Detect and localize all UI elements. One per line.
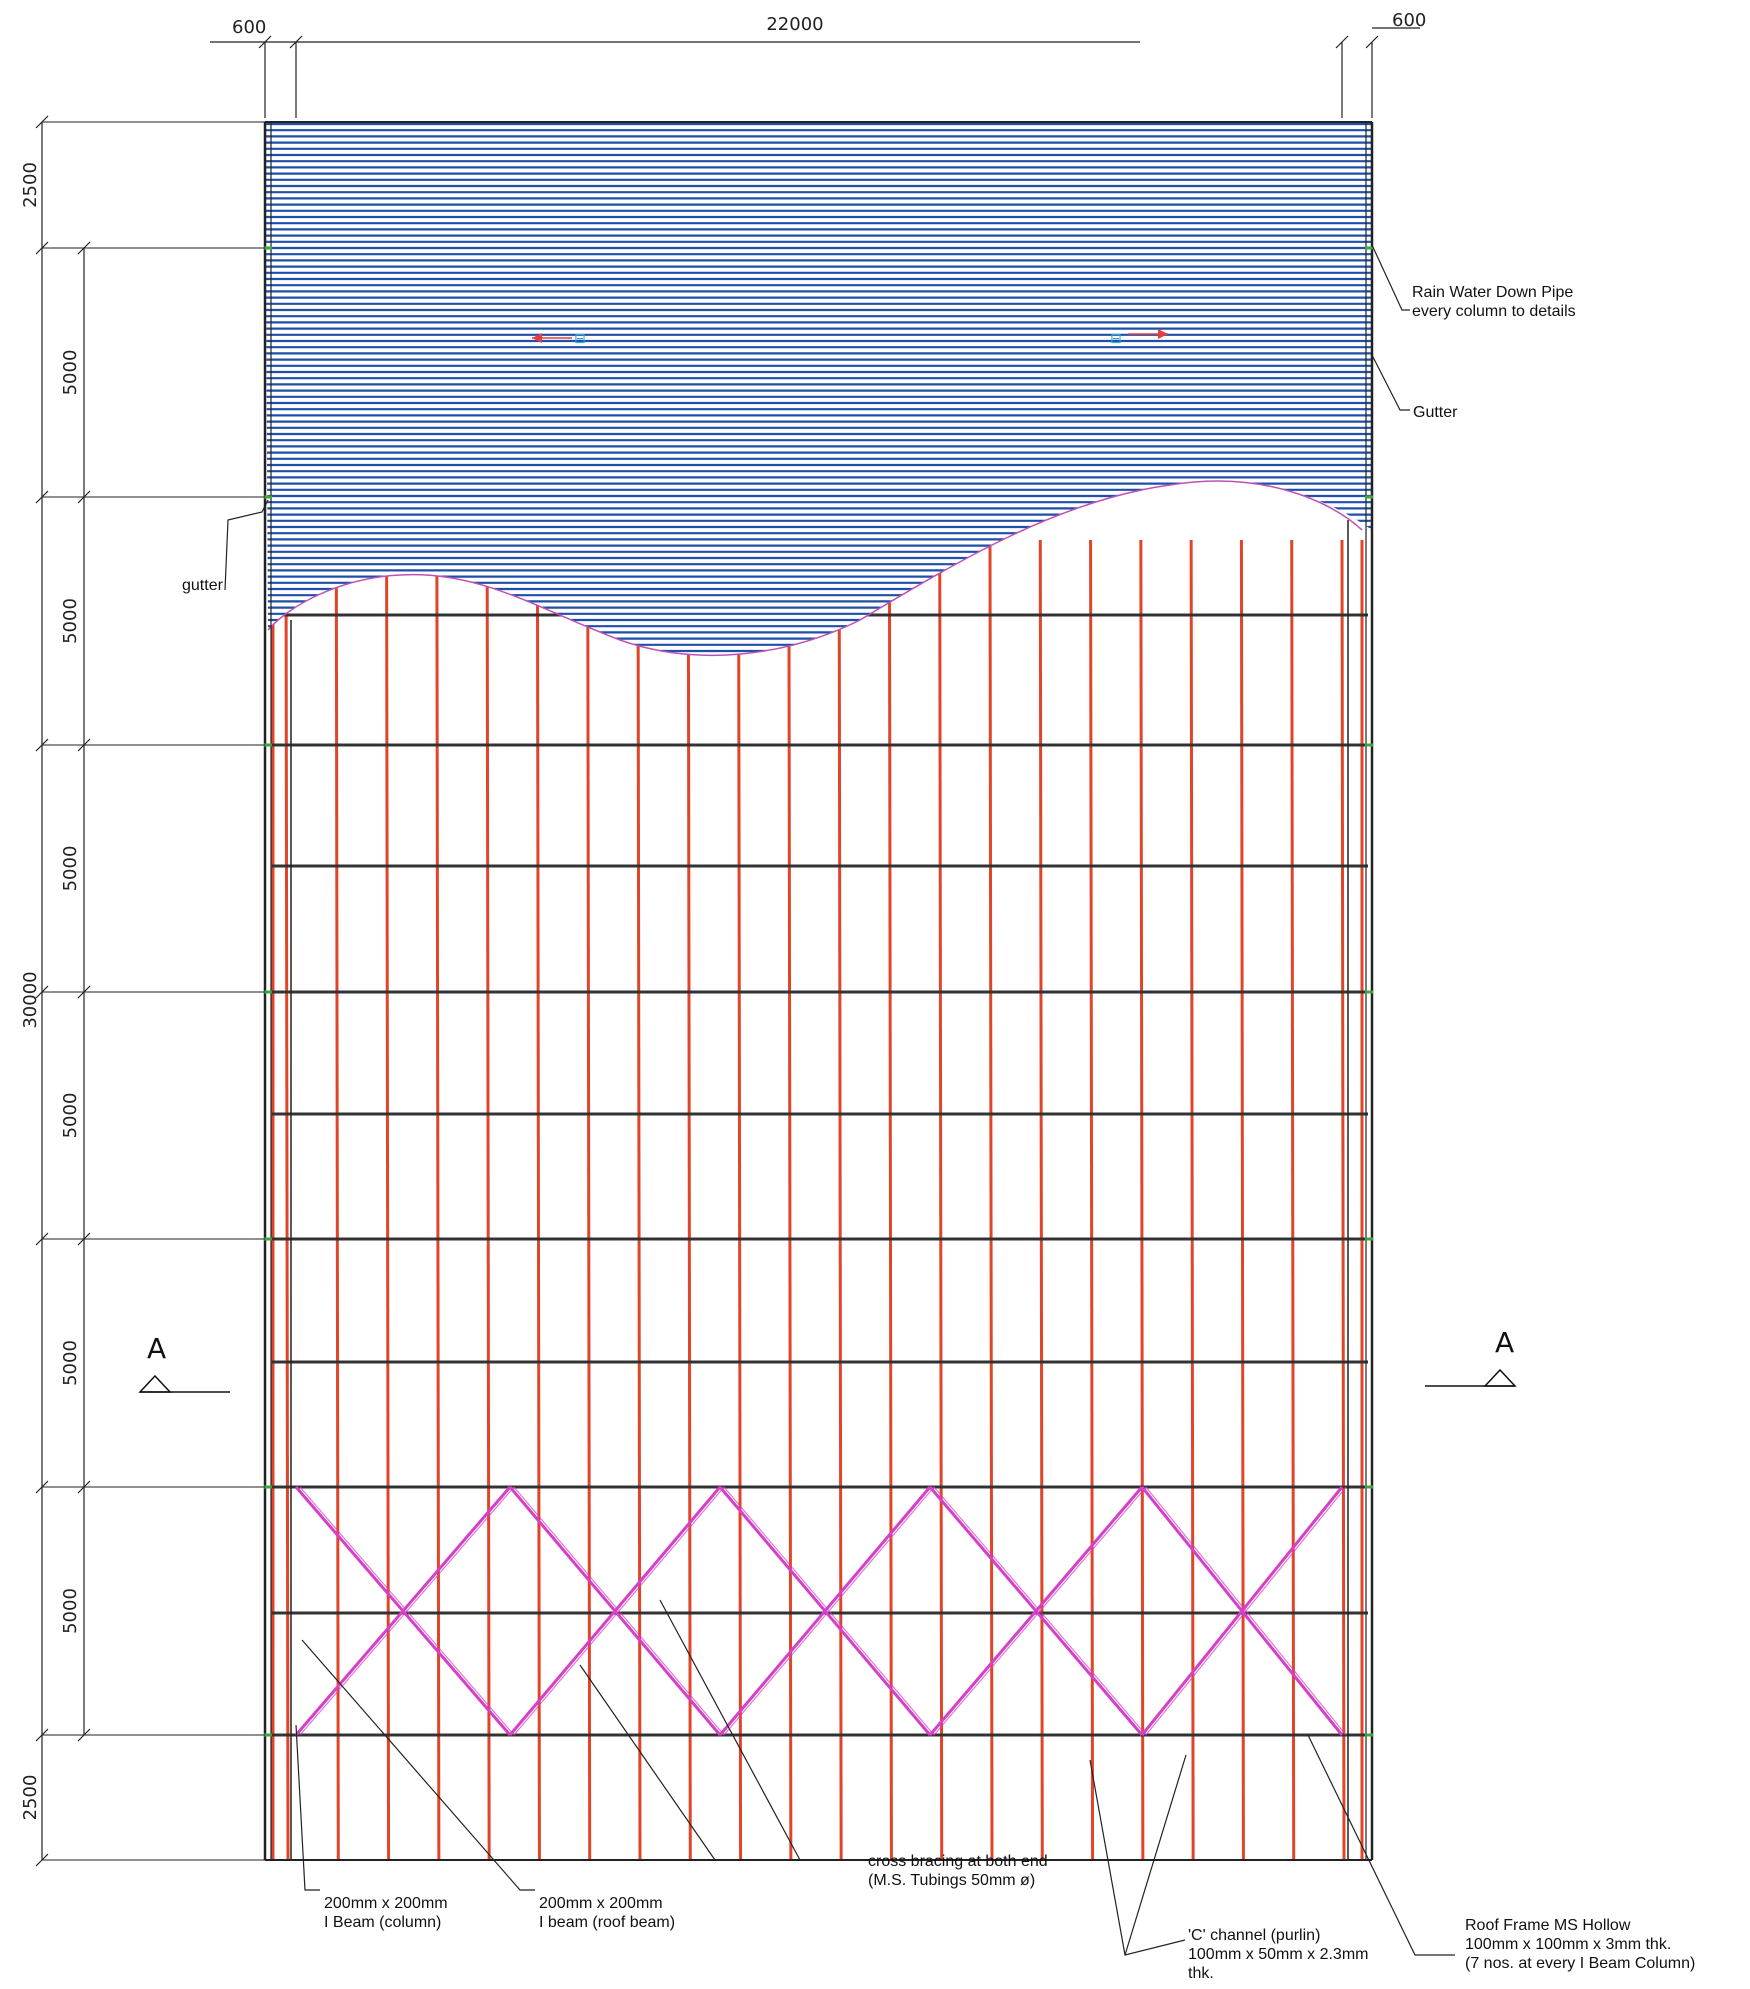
dim-tick: [77, 985, 91, 999]
label-gutter-left: gutter: [182, 577, 224, 594]
label-bracing-1: cross bracing at both end: [868, 1853, 1048, 1870]
dim-left-bay: 5000: [60, 1340, 81, 1386]
dim-top-right: 600: [1392, 10, 1426, 31]
label-rain-pipe-1: Rain Water Down Pipe: [1412, 284, 1573, 301]
dim-tick: [35, 1480, 49, 1494]
dim-left-bay: 5000: [60, 350, 81, 396]
purlin-line: [787, 539, 793, 1861]
dim-top-left: 600: [232, 17, 266, 38]
purlin-line: [435, 539, 441, 1861]
label-bracing-2: (M.S. Tubings 50mm ø): [868, 1872, 1035, 1889]
dim-left-bay: 5000: [60, 846, 81, 892]
purlin-line: [887, 539, 893, 1861]
purlin-line: [686, 539, 692, 1861]
sheeting-cut-edge: [267, 480, 1363, 656]
top-dimension-line: [210, 27, 1420, 118]
dim-left-bay: 2500: [20, 162, 41, 208]
purlin-line: [988, 539, 994, 1861]
purlin-line: [485, 539, 491, 1861]
dim-tick: [77, 1480, 91, 1494]
left-dimension-labels: 2500 5000 5000 5000 5000 5000 5000 2500 30000: [20, 162, 81, 1820]
label-purlin-2: 100mm x 50mm x 2.3mm: [1188, 1946, 1368, 1963]
label-frame-1: Roof Frame MS Hollow: [1465, 1917, 1631, 1934]
dim-tick: [77, 241, 91, 255]
roof-sheeting: [265, 122, 1372, 656]
purlin-line: [334, 539, 340, 1861]
cross-bracing: [294, 1486, 1347, 1736]
purlin-line: [385, 539, 391, 1861]
purlin-line: [1139, 539, 1145, 1861]
section-mark-right-label: A: [1495, 1326, 1514, 1359]
label-column-2: I Beam (column): [324, 1914, 441, 1931]
dim-tick: [77, 1728, 91, 1742]
label-roofbeam-2: I beam (roof beam): [539, 1914, 675, 1931]
purlin-line: [1340, 539, 1346, 1861]
section-mark-left: A: [138, 1332, 230, 1393]
flow-arrow-right: ⊟: [1110, 329, 1168, 347]
roof-beam-lines: [272, 613, 1368, 1737]
label-purlin-1: 'C' channel (purlin): [1188, 1927, 1320, 1944]
dim-tick: [35, 738, 49, 752]
purlin-line: [1189, 539, 1195, 1861]
dim-tick: [35, 1728, 49, 1742]
dim-tick: [77, 1232, 91, 1246]
purlin-line: [636, 539, 642, 1861]
dim-left-bay: 5000: [60, 1093, 81, 1139]
purlin-line: [737, 539, 743, 1861]
purlin-line: [938, 539, 944, 1861]
dim-tick: [77, 490, 91, 504]
purlin-line: [1290, 539, 1296, 1861]
purlin-line: [284, 539, 290, 1861]
dim-left-total: 30000: [20, 971, 41, 1028]
flow-arrow-right-tag: ⊟: [1110, 331, 1122, 347]
purlin-line: [1038, 539, 1044, 1861]
purlin-line: [1239, 539, 1245, 1861]
dim-tick: [35, 241, 49, 255]
label-roofbeam-1: 200mm x 200mm: [539, 1895, 663, 1912]
purlin-line: [535, 539, 541, 1861]
dim-tick: [35, 985, 49, 999]
label-gutter-right: Gutter: [1413, 404, 1458, 421]
label-frame-3: (7 nos. at every I Beam Column): [1465, 1955, 1695, 1972]
purlin-line: [837, 539, 843, 1861]
dim-tick: [77, 738, 91, 752]
dim-tick: [35, 1853, 49, 1867]
dim-top-span: 22000: [766, 14, 823, 35]
left-dimension-lines: [35, 115, 265, 1867]
dim-tick: [35, 1232, 49, 1246]
bracing-diagonals: [294, 1486, 1344, 1736]
dim-left-bay: 5000: [60, 1588, 81, 1634]
leader-lines: [224, 244, 1455, 1956]
purlin-line: [586, 539, 592, 1861]
label-rain-pipe-2: every column to details: [1412, 303, 1576, 320]
dim-tick: [35, 490, 49, 504]
purlin-lines: [271, 539, 1364, 1861]
label-purlin-3: thk.: [1188, 1965, 1214, 1982]
flow-arrow-left-tag: ⊟: [574, 331, 586, 347]
dim-left-bay: 2500: [20, 1775, 41, 1821]
label-frame-2: 100mm x 100mm x 3mm thk.: [1465, 1936, 1671, 1953]
section-mark-left-label: A: [147, 1332, 166, 1365]
dim-tick: [35, 115, 49, 129]
section-mark-right: A: [1425, 1326, 1517, 1387]
bracing-diagonals-inner: [299, 1486, 1347, 1736]
dim-left-bay: 5000: [60, 598, 81, 644]
flow-arrow-left: ⊟: [532, 331, 586, 347]
purlin-line: [1089, 539, 1095, 1861]
label-column-1: 200mm x 200mm: [324, 1895, 448, 1912]
column-nodes: [264, 246, 1373, 1737]
